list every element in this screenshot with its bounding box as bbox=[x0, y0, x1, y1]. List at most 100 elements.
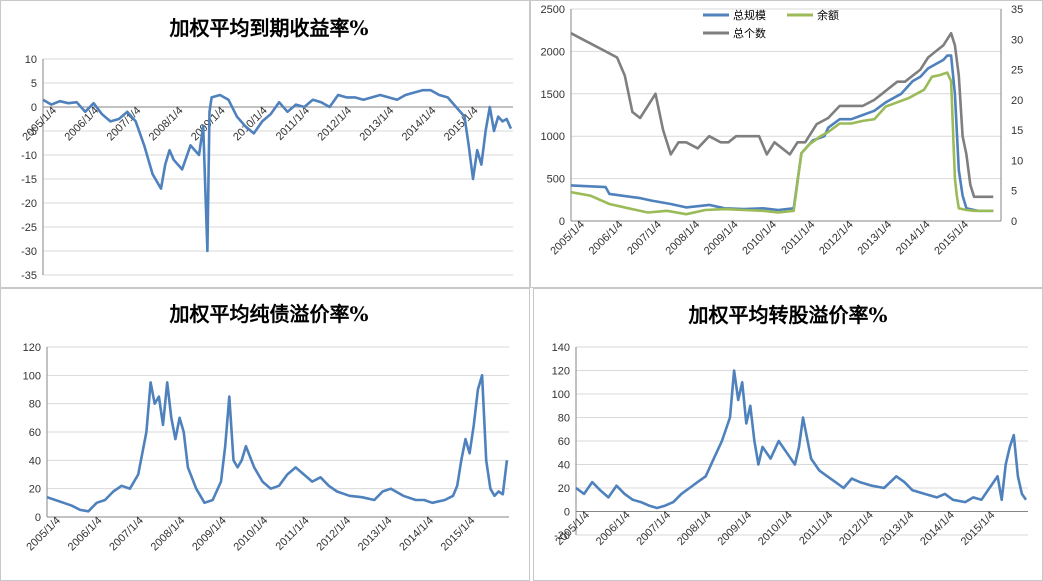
y-tick-label: 80 bbox=[558, 413, 570, 425]
x-tick-label: 2015/1/4 bbox=[439, 515, 478, 554]
x-tick-label: 2010/1/4 bbox=[740, 219, 779, 258]
y-tick-label: 500 bbox=[547, 174, 565, 186]
x-tick-label: 2005/1/4 bbox=[548, 219, 587, 258]
x-tick-label: 2013/1/4 bbox=[356, 515, 395, 554]
y-tick-label: 0 bbox=[35, 512, 41, 524]
y-tick-label: 1000 bbox=[541, 131, 565, 143]
x-tick-label: 2008/1/4 bbox=[675, 509, 714, 548]
y-tick-label: -10 bbox=[21, 150, 37, 162]
y-tick-label: 120 bbox=[23, 342, 41, 354]
x-tick-label: 2012/1/4 bbox=[315, 105, 354, 144]
x-tick-label: 2014/1/4 bbox=[894, 219, 933, 258]
x-tick-label: 2005/1/4 bbox=[553, 509, 592, 548]
x-tick-label: 2012/1/4 bbox=[817, 219, 856, 258]
y-tick-label: 10 bbox=[25, 54, 37, 66]
x-tick-label: 2009/1/4 bbox=[702, 219, 741, 258]
y-tick-label: 80 bbox=[29, 399, 41, 411]
x-tick-label: 2006/1/4 bbox=[587, 219, 626, 258]
x-tick-label: 2014/1/4 bbox=[918, 509, 957, 548]
legend-label: 总规模 bbox=[733, 8, 766, 22]
x-tick-label: 2009/1/4 bbox=[716, 509, 755, 548]
x-tick-label: 2012/1/4 bbox=[314, 515, 353, 554]
y-tick-label: 0 bbox=[564, 507, 570, 519]
x-tick-label: 2005/1/4 bbox=[24, 515, 63, 554]
x-tick-label: 2006/1/4 bbox=[66, 515, 105, 554]
chart-panel-scale: 0 500 1000 1500 2000 2500 0 5 10 15 20 25 30 35 2005/1… bbox=[530, 0, 1043, 288]
y-tick-label: 2500 bbox=[541, 4, 565, 16]
y-tick-label: 100 bbox=[23, 370, 41, 382]
y-tick-label: 60 bbox=[29, 427, 41, 439]
chart-panel-bond-premium: 加权平均纯债溢价率% 0 20 40 60 80 100 120 2005/1/4 2006/1/… bbox=[0, 288, 530, 581]
y2-tick-label: 15 bbox=[1011, 125, 1023, 137]
x-tick-label: 2015/1/4 bbox=[932, 219, 971, 258]
chart-title: 加权平均纯债溢价率% bbox=[168, 302, 368, 326]
y-tick-label: 0 bbox=[31, 102, 37, 114]
series-line-1 bbox=[46, 374, 509, 513]
chart-scale: 0 500 1000 1500 2000 2500 0 5 10 15 20 25 30 35 2005/1… bbox=[541, 4, 1024, 258]
y-tick-label: -25 bbox=[21, 222, 37, 234]
x-tick-label: 2010/1/4 bbox=[756, 509, 795, 548]
y-tick-label: 120 bbox=[552, 366, 570, 378]
x-tick-label: 2013/1/4 bbox=[855, 219, 894, 258]
y-tick-label: -30 bbox=[21, 246, 37, 258]
y-tick-label: 5 bbox=[31, 78, 37, 90]
x-tick-label: 2007/1/4 bbox=[634, 509, 673, 548]
y-tick-label: -15 bbox=[21, 174, 37, 186]
chart-panel-ytm: 加权平均到期收益率% 10 5 0 -5 -10 -15 -20 -25 -30 -35 2005/1… bbox=[0, 0, 530, 288]
y2-tick-label: 0 bbox=[1011, 216, 1017, 228]
x-tick-label: 2014/1/4 bbox=[400, 105, 439, 144]
x-tick-label: 2010/1/4 bbox=[232, 515, 271, 554]
chart-title: 加权平均转股溢价率% bbox=[687, 303, 887, 327]
x-tick-label: 2006/1/4 bbox=[63, 105, 102, 144]
chart-bond-premium: 加权平均纯债溢价率% 0 20 40 60 80 100 120 2005/1/4 2006/1/… bbox=[23, 302, 509, 554]
x-tick-label: 2010/1/4 bbox=[231, 105, 270, 144]
chart-panel-conv-premium: 加权平均转股溢价率% 140 120 100 80 60 40 20 0 -20 2005/1/4 2… bbox=[533, 288, 1043, 581]
chart-ytm: 加权平均到期收益率% 10 5 0 -5 -10 -15 -20 -25 -30 -35 2005/1… bbox=[20, 16, 513, 282]
legend-label: 总个数 bbox=[733, 26, 766, 40]
x-tick-label: 2005/1/4 bbox=[20, 105, 59, 144]
x-tick-label: 2007/1/4 bbox=[625, 219, 664, 258]
y-tick-label: -20 bbox=[21, 198, 37, 210]
y2-tick-label: 25 bbox=[1011, 65, 1023, 77]
y2-tick-label: 35 bbox=[1011, 4, 1023, 16]
x-tick-label: 2011/1/4 bbox=[779, 219, 817, 257]
y2-tick-label: 5 bbox=[1011, 186, 1017, 198]
x-tick-label: 2006/1/4 bbox=[594, 509, 633, 548]
series-line-1 bbox=[42, 88, 513, 253]
y-tick-label: 140 bbox=[552, 342, 570, 354]
y-tick-label: -35 bbox=[21, 270, 37, 282]
x-tick-label: 2011/1/4 bbox=[274, 515, 312, 553]
x-tick-label: 2011/1/4 bbox=[797, 509, 835, 547]
y2-tick-label: 20 bbox=[1011, 95, 1023, 107]
series-line-3 bbox=[570, 31, 994, 199]
y-tick-label: -5 bbox=[27, 126, 37, 138]
x-tick-label: 2013/1/4 bbox=[878, 509, 917, 548]
y-tick-label: 1500 bbox=[541, 89, 565, 101]
x-tick-label: 2008/1/4 bbox=[147, 105, 186, 144]
series-line-2 bbox=[570, 71, 994, 216]
x-tick-label: 2008/1/4 bbox=[664, 219, 703, 258]
y-tick-label: 20 bbox=[29, 484, 41, 496]
x-tick-label: 2011/1/4 bbox=[274, 105, 312, 143]
y-tick-label: 100 bbox=[552, 389, 570, 401]
y-tick-label: 40 bbox=[558, 460, 570, 472]
x-tick-label: 2014/1/4 bbox=[397, 515, 436, 554]
series-line-1 bbox=[570, 54, 994, 213]
x-tick-label: 2009/1/4 bbox=[190, 515, 229, 554]
chart-title: 加权平均到期收益率% bbox=[168, 16, 368, 40]
series-line-1 bbox=[575, 369, 1028, 510]
y-tick-label: -20 bbox=[554, 530, 570, 542]
legend-label: 余额 bbox=[817, 8, 839, 22]
x-tick-label: 2015/1/4 bbox=[959, 509, 998, 548]
y-tick-label: 20 bbox=[558, 483, 570, 495]
x-tick-label: 2007/1/4 bbox=[107, 515, 146, 554]
x-tick-label: 2015/1/4 bbox=[442, 105, 481, 144]
y-tick-label: 60 bbox=[558, 436, 570, 448]
y2-tick-label: 10 bbox=[1011, 155, 1023, 167]
x-tick-label: 2012/1/4 bbox=[837, 509, 876, 548]
x-tick-label: 2008/1/4 bbox=[149, 515, 188, 554]
y-tick-label: 40 bbox=[29, 455, 41, 467]
x-tick-label: 2013/1/4 bbox=[358, 105, 397, 144]
y-tick-label: 2000 bbox=[541, 46, 565, 58]
